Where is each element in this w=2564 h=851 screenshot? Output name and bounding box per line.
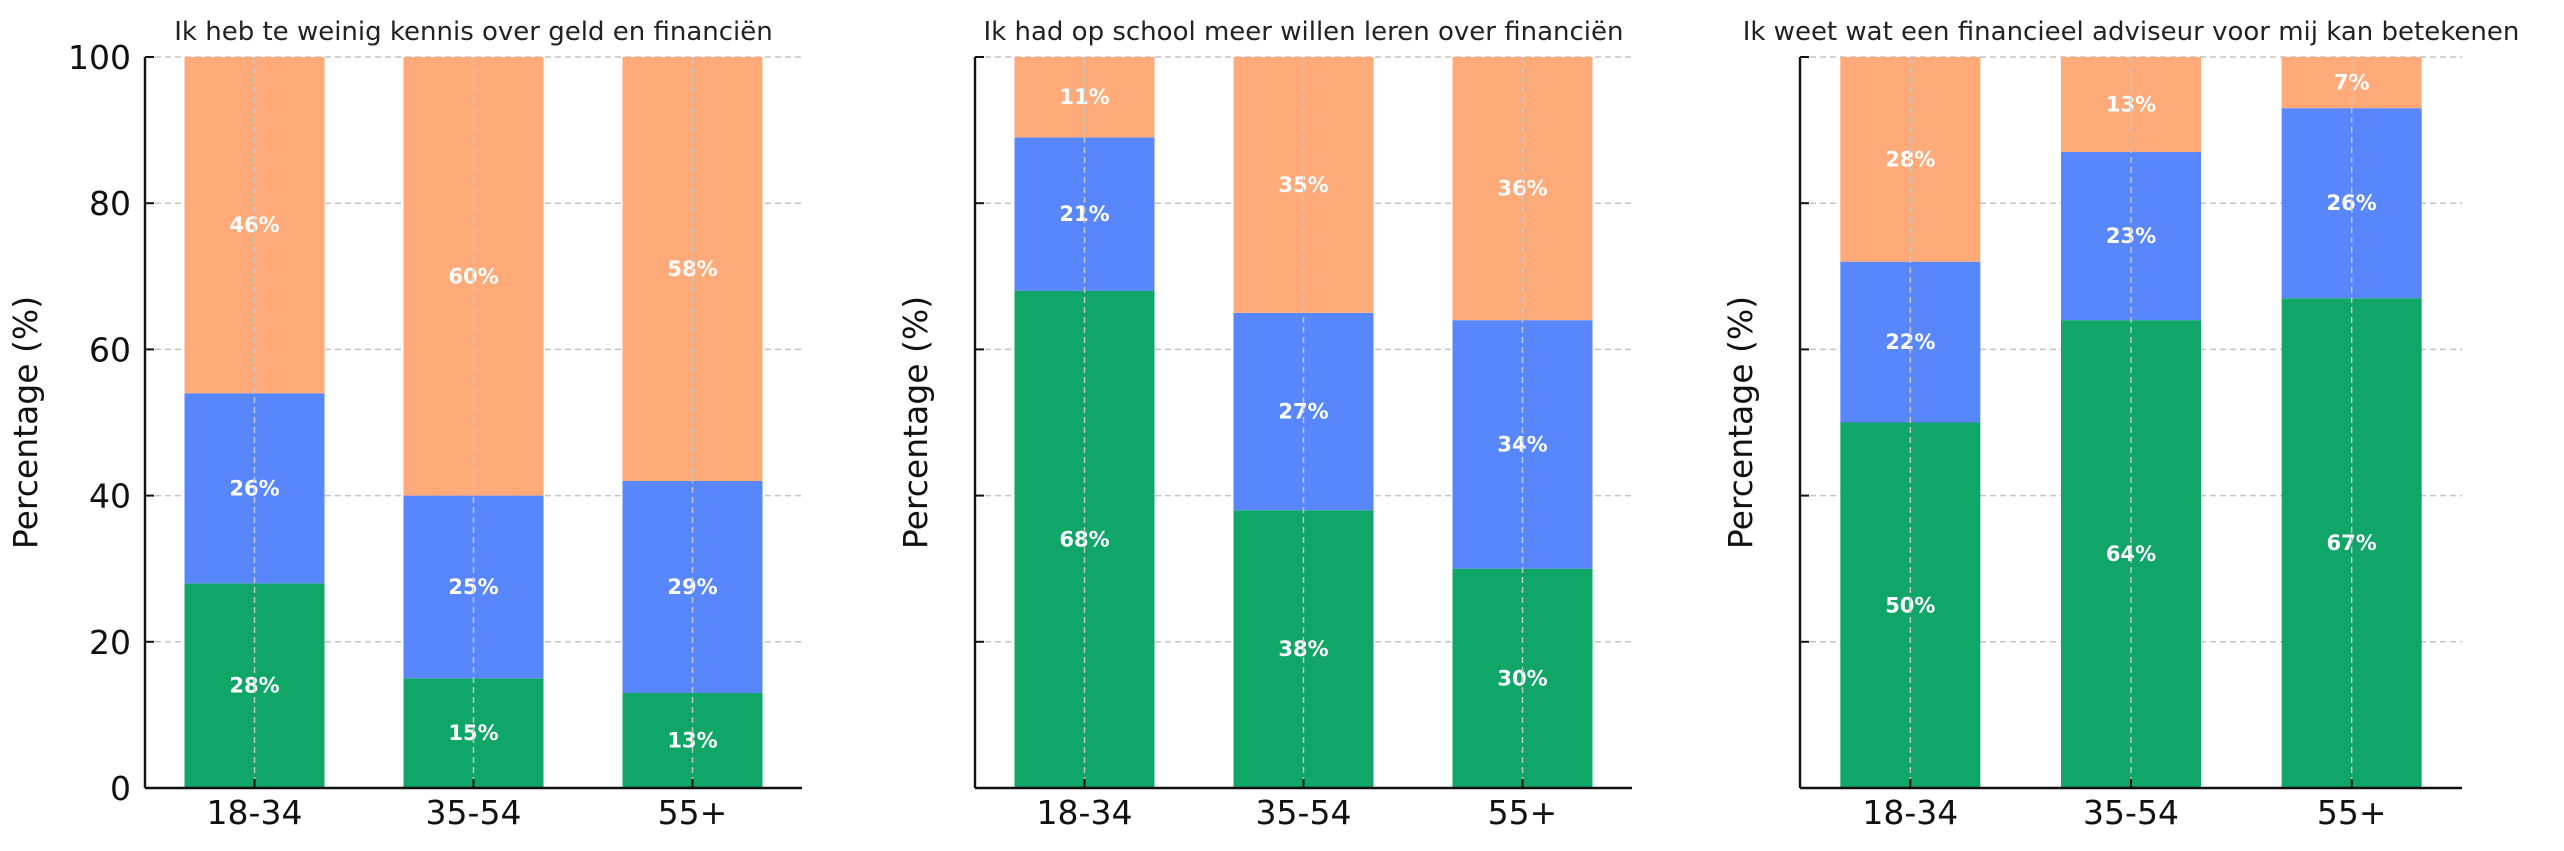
y-tick-label: 0 [110,769,131,808]
x-tick-label: 55+ [658,793,728,832]
chart-title: Ik had op school meer willen leren over … [984,17,1624,47]
chart-title: Ik weet wat een financieel adviseur voor… [1743,17,2520,47]
y-axis-label: Percentage (%) [1721,296,1760,549]
y-tick-label: 20 [89,623,131,662]
x-tick-label: 55+ [2317,793,2387,832]
x-tick-label: 55+ [1488,793,1558,832]
x-tick-label: 18-34 [1037,793,1133,832]
x-tick-label: 18-34 [1862,793,1958,832]
y-axis-label: Percentage (%) [6,296,45,549]
bar-value-label: 46% [229,213,279,237]
x-tick-label: 35-54 [426,793,522,832]
x-tick-label: 35-54 [2083,793,2179,832]
y-tick-label: 80 [89,184,131,223]
y-tick-label: 40 [89,477,131,516]
y-axis-label: Percentage (%) [896,296,935,549]
chart-panel-1: 28%15% 13%26%25% 29%46%60% 58%0204060801001… [6,17,802,832]
bar-value-label: 35% [1278,173,1328,197]
x-tick-label: 35-54 [1256,793,1352,832]
y-tick-label: 60 [89,330,131,369]
y-tick-label: 100 [68,38,131,77]
x-tick-label: 18-34 [207,793,303,832]
chart-panel-3: 50%64% 67%22%23%26%28%13%7%18-34 35-54 55+P… [1721,17,2519,832]
chart-title: Ik heb te weinig kennis over geld en fin… [174,17,773,47]
chart-panel-2: 68%38%30%21%27%34%11%35% 36%18-34 35-54 55+… [896,17,1632,832]
bar-value-label: 50% [1885,593,1935,617]
